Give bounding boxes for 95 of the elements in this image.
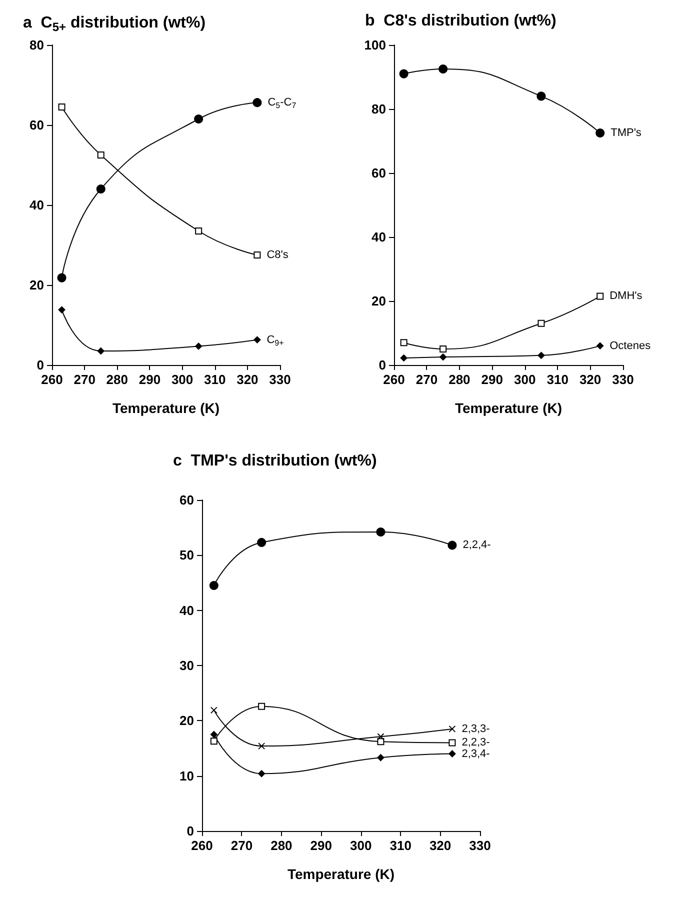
x-tick-label: 310 [204,372,226,387]
x-tick-label: 270 [416,372,438,387]
x-tick-label: 260 [383,372,405,387]
x-tick-label: 280 [270,838,292,853]
point [209,581,218,590]
point [258,770,266,778]
point [596,342,604,350]
point [448,739,456,746]
x-tick-label: 330 [612,372,634,387]
series-label: DMH's [610,290,643,302]
point [194,114,204,124]
point [400,339,408,346]
point [377,754,384,762]
y-tick-label: 20 [30,278,44,292]
point [448,725,456,732]
x-tick-label: 280 [448,372,470,387]
series-label: 2,2,4- [462,539,492,552]
y-tick-label: 50 [180,548,194,563]
x-tick-label: 310 [546,372,568,387]
point [438,64,448,74]
point [210,730,218,738]
x-tick-label: 290 [481,372,503,387]
point [538,352,545,359]
x-axis-title: Temperature (K) [112,400,220,416]
point [254,336,261,344]
x-tick-label: 330 [269,372,291,387]
x-tick-label: 260 [191,838,213,853]
x-tick-label: 330 [469,838,491,853]
y-tick-label: 40 [30,198,44,212]
point [195,228,202,234]
point [377,733,384,740]
point [254,252,261,258]
series-label: C8's [266,249,289,261]
point [448,750,456,758]
series-label: 2,3,4- [462,748,490,760]
point [377,738,384,746]
point [399,69,408,78]
series-label: 2,2,3- [462,736,490,749]
x-tick-label: 270 [74,372,96,387]
point [96,184,106,194]
x-tick-label: 300 [514,372,536,387]
point [195,342,202,350]
y-tick-label: 40 [372,230,386,244]
series-label: Octenes [610,340,652,352]
point [97,152,104,158]
y-tick-label: 60 [180,492,194,508]
series-label: TMP's [610,127,642,139]
point [536,92,546,101]
x-tick-label: 320 [429,838,452,853]
point [258,742,266,750]
x-tick-label: 290 [138,372,161,387]
point [538,320,545,327]
point [58,104,66,110]
point [400,354,408,362]
chart-title: b C8's distribution (wt%) [365,12,556,30]
point [257,538,266,547]
point [252,98,262,108]
x-tick-label: 300 [350,838,372,853]
x-tick-label: 320 [236,372,258,387]
point [440,346,447,352]
point [596,292,604,300]
x-tick-label: 310 [390,838,412,853]
y-tick-label: 10 [180,768,194,784]
y-tick-label: 40 [180,602,194,618]
y-tick-label: 20 [372,294,386,308]
x-tick-label: 270 [230,838,253,853]
point [210,738,218,745]
y-tick-label: 80 [372,102,386,116]
x-tick-label: 260 [41,372,63,387]
y-tick-label: 0 [378,358,386,372]
point [596,128,605,138]
point [58,306,66,314]
point [376,528,386,536]
point [440,354,447,360]
y-tick-label: 0 [186,824,194,838]
y-tick-label: 0 [36,358,44,372]
y-tick-label: 80 [30,38,44,52]
y-tick-label: 100 [364,38,386,52]
x-tick-label: 300 [171,372,194,387]
x-tick-label: 290 [310,838,332,853]
y-tick-label: 20 [180,713,194,728]
x-tick-label: 280 [106,372,128,387]
point [97,348,104,354]
x-axis-title: Temperature (K) [287,866,395,882]
chart-title: c TMP's distribution (wt%) [173,452,377,470]
x-axis-title: Temperature (K) [454,400,562,416]
y-tick-label: 60 [372,166,386,180]
x-tick-label: 320 [579,372,602,387]
point [258,702,266,710]
series-label: 2,3,3- [462,722,490,735]
y-tick-label: 30 [180,658,194,673]
y-tick-label: 60 [30,118,44,132]
point [210,706,218,714]
point [448,540,457,550]
point [57,273,66,282]
